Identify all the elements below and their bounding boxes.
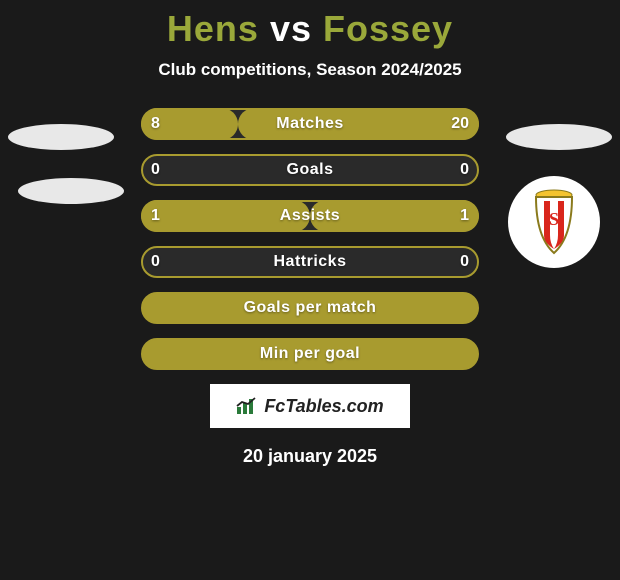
svg-text:S: S — [549, 209, 559, 229]
stat-bar-matches: Matches820 — [141, 108, 479, 140]
player2-name: Fossey — [323, 8, 453, 49]
stat-value-right: 0 — [429, 246, 469, 278]
date-label: 20 january 2025 — [0, 446, 620, 467]
stat-label: Goals per match — [141, 292, 479, 324]
stat-label: Min per goal — [141, 338, 479, 370]
stat-bar-goals: Goals00 — [141, 154, 479, 186]
right-club-badge-2: S — [508, 176, 600, 268]
stat-bar-gpm: Goals per match — [141, 292, 479, 324]
stat-value-right: 20 — [429, 108, 469, 140]
page-title: Hens vs Fossey — [0, 8, 620, 50]
stat-value-left: 0 — [151, 154, 191, 186]
stat-value-left: 8 — [151, 108, 191, 140]
stat-value-right: 0 — [429, 154, 469, 186]
standard-liege-crest-icon: S — [526, 189, 582, 255]
stat-bar-mpg: Min per goal — [141, 338, 479, 370]
watermark-text: FcTables.com — [264, 396, 383, 417]
right-club-badge-1 — [506, 124, 612, 150]
stat-value-right: 1 — [429, 200, 469, 232]
subtitle: Club competitions, Season 2024/2025 — [0, 60, 620, 80]
stat-bar-assists: Assists11 — [141, 200, 479, 232]
vs-label: vs — [270, 8, 312, 49]
stat-bar-hattricks: Hattricks00 — [141, 246, 479, 278]
stat-bars: Matches820Goals00Assists11Hattricks00Goa… — [141, 108, 479, 370]
left-club-badge-1 — [8, 124, 114, 150]
stat-value-left: 1 — [151, 200, 191, 232]
player1-name: Hens — [167, 8, 259, 49]
stat-value-left: 0 — [151, 246, 191, 278]
chart-icon — [236, 397, 258, 415]
infographic-root: Hens vs Fossey Club competitions, Season… — [0, 0, 620, 580]
watermark: FcTables.com — [210, 384, 410, 428]
left-club-badge-2 — [18, 178, 124, 204]
